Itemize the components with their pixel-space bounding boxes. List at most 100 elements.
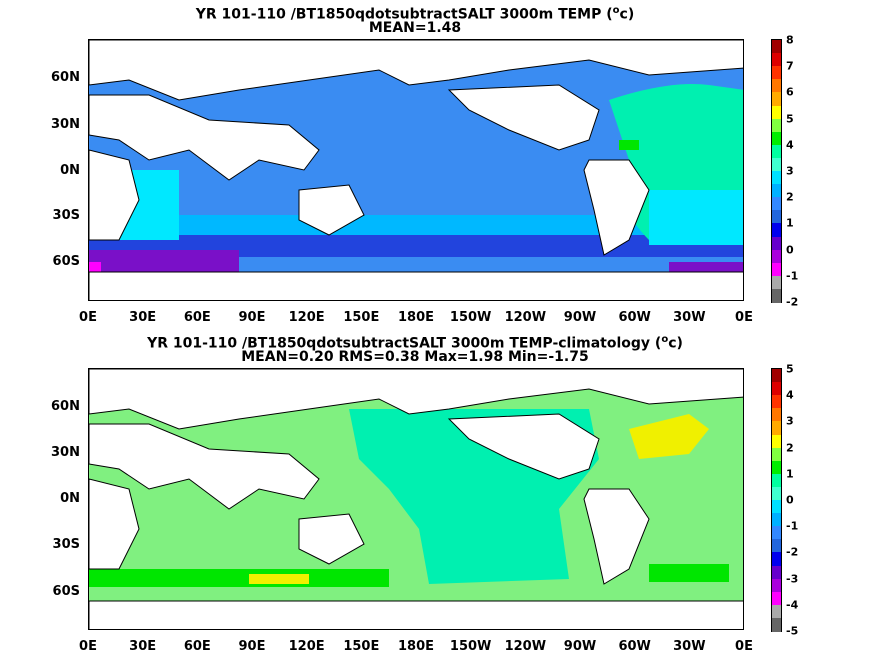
panel1-title-text: YR 101-110 /BT1850qdotsubtractSALT 3000m… bbox=[195, 6, 613, 23]
lon-label: 30W bbox=[673, 639, 706, 654]
antarctica-land bbox=[89, 600, 743, 629]
atlantic-green bbox=[619, 140, 639, 150]
colorbar-segment bbox=[772, 500, 781, 514]
colorbar-segment bbox=[772, 157, 781, 172]
colorbar-segment bbox=[772, 223, 781, 238]
colorbar-segment bbox=[772, 617, 781, 632]
colorbar-tick-label: 3 bbox=[786, 164, 794, 178]
lat-label: 60S bbox=[52, 254, 80, 269]
colorbar-segment bbox=[772, 275, 781, 290]
colorbar-tick-label: -1 bbox=[786, 269, 799, 283]
colorbar-segment bbox=[772, 539, 781, 554]
lon-label: 0E bbox=[79, 639, 97, 654]
colorbar-tick-label: 5 bbox=[786, 362, 794, 376]
antarctica-land bbox=[89, 271, 743, 300]
south-atlantic-green bbox=[649, 564, 729, 582]
lat-label: 0N bbox=[60, 163, 80, 178]
colorbar-tick-label: 7 bbox=[786, 59, 794, 73]
colorbar-tick-label: 6 bbox=[786, 85, 794, 99]
lon-label: 60E bbox=[183, 639, 211, 654]
lon-label: 180E bbox=[397, 639, 435, 654]
colorbar-segment bbox=[772, 486, 781, 501]
colorbar-segment bbox=[772, 604, 781, 619]
lat-label: 30S bbox=[52, 537, 80, 552]
colorbar-segment bbox=[772, 184, 781, 199]
lon-label: 60W bbox=[618, 310, 651, 325]
panel1-stats: MEAN=1.48 bbox=[368, 20, 462, 36]
colorbar-tick-label: 2 bbox=[786, 441, 794, 455]
colorbar-segment bbox=[772, 288, 781, 303]
colorbar-segment bbox=[772, 144, 781, 159]
australia-land bbox=[298, 184, 365, 236]
lat-label: 60S bbox=[52, 584, 80, 599]
panel2-title-degree: o bbox=[661, 334, 669, 345]
south-america-land bbox=[583, 488, 650, 585]
panel2-map-svg bbox=[89, 369, 743, 629]
lon-label: 0E bbox=[79, 310, 97, 325]
lat-label: 30N bbox=[51, 445, 80, 460]
colorbar-tick-label: 5 bbox=[786, 112, 794, 126]
colorbar-segment bbox=[772, 131, 781, 146]
lat-label: 30S bbox=[52, 208, 80, 223]
panel1-title-unit: c) bbox=[619, 6, 635, 23]
lon-label: 150W bbox=[449, 639, 492, 654]
colorbar-segment bbox=[772, 171, 781, 185]
lon-label: 90W bbox=[563, 639, 597, 654]
eurasia-land bbox=[89, 423, 320, 510]
south-america-land bbox=[583, 159, 650, 256]
lat-label: 60N bbox=[51, 399, 80, 414]
lon-label: 60E bbox=[183, 310, 211, 325]
colorbar-tick-label: 1 bbox=[786, 467, 794, 481]
panel1-colorbar bbox=[771, 39, 782, 303]
lon-label: 90E bbox=[238, 310, 266, 325]
colorbar-tick-label: 4 bbox=[786, 138, 794, 152]
colorbar-tick-label: 4 bbox=[786, 388, 794, 402]
lon-label: 30E bbox=[129, 310, 157, 325]
colorbar-segment bbox=[772, 382, 781, 397]
lon-label: 0E bbox=[735, 639, 753, 654]
colorbar-tick-label: 8 bbox=[786, 33, 794, 47]
colorbar-segment bbox=[772, 53, 781, 68]
colorbar-tick-label: 3 bbox=[786, 414, 794, 428]
colorbar-tick-label: -4 bbox=[786, 598, 799, 612]
lon-label: 150E bbox=[343, 639, 380, 654]
colorbar-segment bbox=[772, 40, 781, 54]
lon-label: 180E bbox=[397, 310, 435, 325]
panel1-map bbox=[88, 39, 744, 301]
circumpolar-band bbox=[89, 235, 743, 257]
panel2-title-text: YR 101-110 /BT1850qdotsubtractSALT 3000m… bbox=[147, 335, 662, 352]
colorbar-segment bbox=[772, 565, 781, 580]
colorbar-segment bbox=[772, 210, 781, 225]
panel2-colorbar bbox=[771, 368, 782, 632]
colorbar-segment bbox=[772, 421, 781, 436]
colorbar-segment bbox=[772, 578, 781, 593]
north-atlantic-yellow bbox=[629, 414, 709, 459]
colorbar-segment bbox=[772, 369, 781, 383]
colorbar-segment bbox=[772, 66, 781, 81]
panel1-title: YR 101-110 /BT1850qdotsubtractSALT 3000m… bbox=[0, 2, 830, 24]
panel2-title: YR 101-110 /BT1850qdotsubtractSALT 3000m… bbox=[0, 331, 830, 353]
arctic-land bbox=[89, 40, 743, 101]
colorbar-segment bbox=[772, 473, 781, 488]
magenta-patch bbox=[89, 262, 101, 272]
colorbar-segment bbox=[772, 513, 781, 528]
lon-label: 120E bbox=[288, 310, 325, 325]
southern-yellow bbox=[249, 574, 309, 584]
colorbar-tick-label: 2 bbox=[786, 190, 794, 204]
lon-label: 30E bbox=[129, 639, 157, 654]
colorbar-segment bbox=[772, 447, 781, 462]
lon-label: 150W bbox=[449, 310, 492, 325]
colorbar-segment bbox=[772, 197, 781, 212]
lon-label: 30W bbox=[673, 310, 706, 325]
colorbar-segment bbox=[772, 262, 781, 277]
southern-green bbox=[89, 569, 389, 587]
colorbar-segment bbox=[772, 236, 781, 251]
eurasia-land bbox=[89, 94, 320, 181]
north-america-land bbox=[447, 413, 600, 480]
colorbar-tick-label: -2 bbox=[786, 295, 799, 309]
colorbar-tick-label: -5 bbox=[786, 624, 799, 638]
panel1-map-svg bbox=[89, 40, 743, 300]
colorbar-tick-label: 0 bbox=[786, 493, 794, 507]
panel2-map bbox=[88, 368, 744, 630]
lon-label: 90E bbox=[238, 639, 266, 654]
